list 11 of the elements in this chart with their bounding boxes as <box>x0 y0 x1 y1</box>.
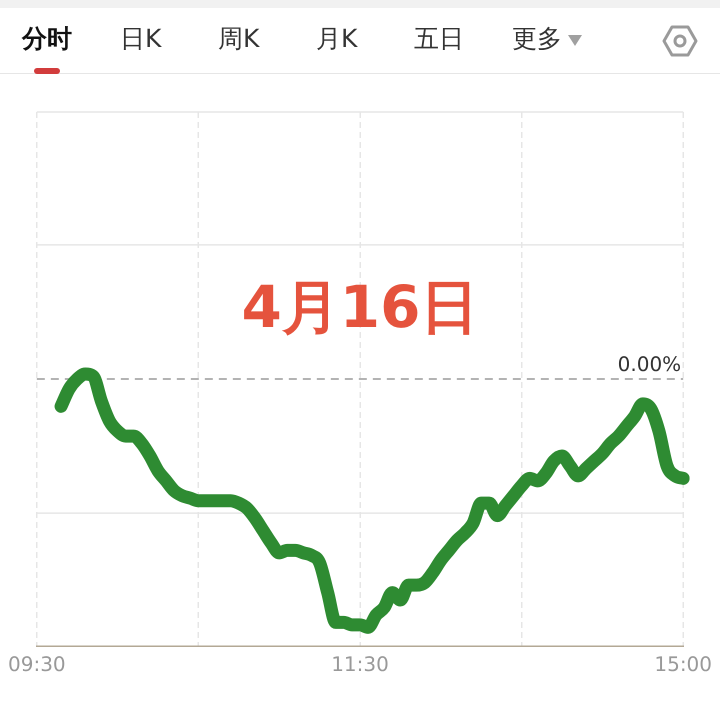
x-tick-label: 09:30 <box>8 652 66 676</box>
chart-title: 4月16日 <box>240 273 480 341</box>
text: 月K <box>316 23 358 55</box>
text: 周K <box>218 23 260 55</box>
text: 更多 <box>512 23 562 55</box>
text: 日K <box>120 23 162 55</box>
ref-line-label: 0.00% <box>618 352 682 376</box>
text: 分时 <box>22 23 72 55</box>
x-tick-label: 15:00 <box>654 652 712 676</box>
x-tick-label: 11:30 <box>331 652 389 676</box>
text: 五日 <box>414 23 464 55</box>
